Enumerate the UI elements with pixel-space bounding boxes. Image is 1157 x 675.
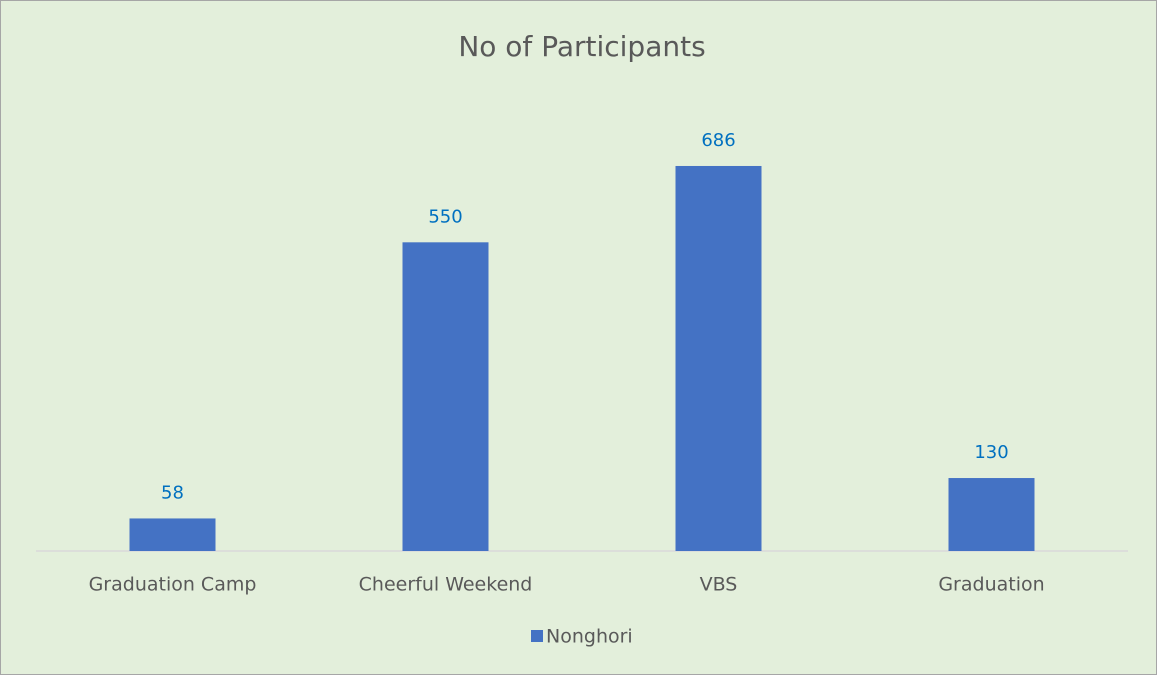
legend-label: Nonghori [546, 626, 633, 648]
x-tick-label: Graduation [938, 574, 1044, 596]
x-tick-label: Graduation Camp [89, 574, 257, 596]
data-label: 550 [428, 206, 462, 227]
x-tick-label: Cheerful Weekend [359, 574, 533, 596]
bar [948, 478, 1035, 551]
bar [402, 242, 489, 551]
x-tick-label: VBS [700, 574, 738, 596]
bar [675, 165, 762, 552]
data-label: 686 [701, 130, 735, 151]
chart-title: No of Participants [458, 30, 705, 63]
bar [129, 518, 216, 551]
data-label: 130 [974, 442, 1008, 463]
data-label: 58 [161, 482, 184, 503]
legend-swatch [531, 630, 543, 642]
